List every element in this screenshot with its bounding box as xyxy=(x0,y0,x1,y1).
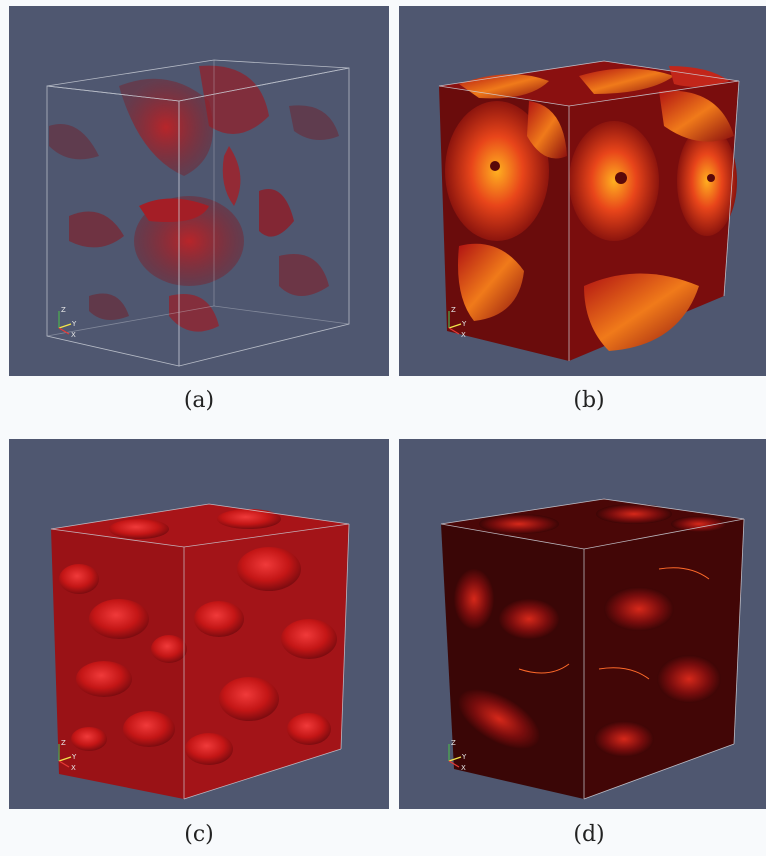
bounding-box xyxy=(438,60,740,361)
caption-c: (c) xyxy=(184,822,214,847)
vortex-structures xyxy=(49,65,339,332)
panel-d-render: Z Y X xyxy=(399,439,766,809)
cube-render-a: Z Y X xyxy=(46,59,350,367)
axis-triad: Z Y X xyxy=(58,739,77,772)
bounding-box xyxy=(440,498,745,800)
z-axis-label: Z xyxy=(61,306,66,314)
dark-surfaces xyxy=(441,499,744,799)
y-axis-label: Y xyxy=(461,753,467,761)
axis-triad: Z Y X xyxy=(448,306,467,339)
cube-faces xyxy=(439,61,739,361)
z-axis-label: Z xyxy=(61,739,66,747)
cube-render-d: Z Y X xyxy=(440,498,745,800)
isosurface-cloud xyxy=(51,504,349,799)
y-axis-label: Y xyxy=(71,753,77,761)
caption-d: (d) xyxy=(573,822,605,847)
cube-render-c: Z Y X xyxy=(50,503,350,800)
x-axis-label: X xyxy=(71,764,76,772)
cube-render-b: Z Y X xyxy=(438,60,740,361)
x-axis-label: X xyxy=(71,331,76,339)
axis-triad: Z Y X xyxy=(448,739,467,772)
panel-a-render: Z Y X xyxy=(9,6,389,376)
x-axis-label: X xyxy=(461,331,466,339)
caption-b: (b) xyxy=(573,388,605,413)
bounding-box xyxy=(50,503,350,800)
y-axis-label: Y xyxy=(71,320,77,328)
panel-c-render: Z Y X xyxy=(9,439,389,809)
z-axis-label: Z xyxy=(451,306,456,314)
panel-b-render: Z Y X xyxy=(399,6,766,376)
x-axis-label: X xyxy=(461,764,466,772)
bounding-box xyxy=(46,59,350,367)
y-axis-label: Y xyxy=(461,320,467,328)
axis-triad: Z Y X xyxy=(58,306,77,339)
caption-a: (a) xyxy=(183,388,215,413)
z-axis-label: Z xyxy=(451,739,456,747)
